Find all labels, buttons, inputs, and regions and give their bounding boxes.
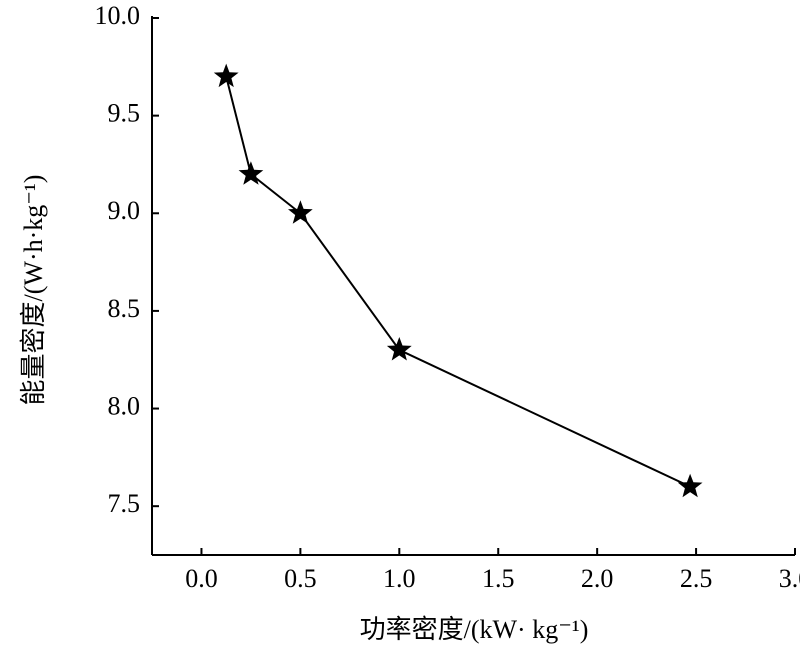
series-line <box>225 76 691 488</box>
star-marker <box>288 200 313 224</box>
star-marker <box>213 63 239 88</box>
x-tick-label: 0.0 <box>185 564 218 593</box>
y-tick-label: 9.5 <box>108 99 141 128</box>
x-tick-label: 0.5 <box>284 564 317 593</box>
y-tick-label: 8.5 <box>108 294 141 323</box>
x-tick-label: 1.0 <box>383 564 416 593</box>
x-tick-label: 2.5 <box>680 564 713 593</box>
y-tick-label: 7.5 <box>108 489 141 518</box>
y-axis-label: 能量密度/(W·h·kg⁻¹) <box>19 175 48 406</box>
x-tick-label: 1.5 <box>482 564 515 593</box>
y-tick-label: 8.0 <box>108 392 141 421</box>
x-tick-label: 2.0 <box>581 564 614 593</box>
x-tick-label: 3.0 <box>779 564 800 593</box>
y-tick-label: 9.0 <box>108 196 141 225</box>
star-marker <box>238 161 264 185</box>
star-marker <box>677 473 703 498</box>
star-marker <box>386 337 412 361</box>
x-axis-label: 功率密度/(kW· kg⁻¹) <box>360 615 589 644</box>
y-tick-label: 10.0 <box>95 1 141 30</box>
